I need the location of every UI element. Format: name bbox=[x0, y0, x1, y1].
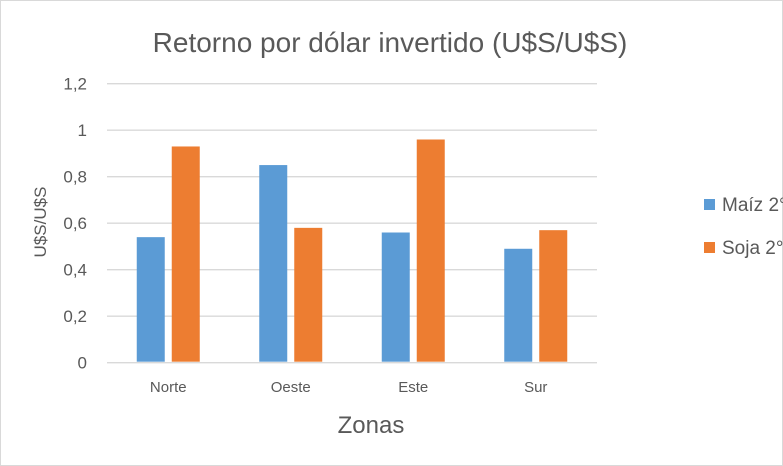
bar-este-maiz bbox=[381, 232, 410, 362]
legend-label: Soja 2° bbox=[722, 238, 783, 259]
bar-oeste-soja bbox=[294, 227, 323, 362]
bar-este-soja bbox=[416, 139, 445, 362]
chart-title: Retorno por dólar invertido (U$S/U$S) bbox=[153, 27, 628, 58]
x-tick-label: Oeste bbox=[271, 379, 311, 396]
y-tick-label: 0,4 bbox=[63, 261, 87, 280]
x-axis-label: Zonas bbox=[338, 412, 405, 439]
y-tick-label: 1,2 bbox=[63, 75, 87, 94]
y-axis-label: U$S/U$S bbox=[31, 187, 50, 258]
bar-norte-maiz bbox=[136, 237, 165, 362]
y-tick-label: 0,8 bbox=[63, 168, 87, 187]
bar-sur-maiz bbox=[504, 248, 533, 362]
legend-label: Maíz 2° bbox=[722, 195, 783, 216]
bar-oeste-maiz bbox=[259, 165, 288, 362]
y-tick-label: 0,6 bbox=[63, 214, 87, 233]
bar-norte-soja bbox=[171, 146, 200, 362]
x-tick-label: Sur bbox=[524, 379, 547, 396]
x-tick-label: Norte bbox=[150, 379, 187, 396]
legend-swatch bbox=[704, 199, 715, 210]
bar-sur-soja bbox=[539, 230, 568, 362]
legend-swatch bbox=[704, 242, 715, 253]
y-tick-label: 0 bbox=[78, 354, 87, 373]
y-tick-label: 0,2 bbox=[63, 307, 87, 326]
y-tick-label: 1 bbox=[78, 121, 87, 140]
x-tick-label: Este bbox=[398, 379, 428, 396]
